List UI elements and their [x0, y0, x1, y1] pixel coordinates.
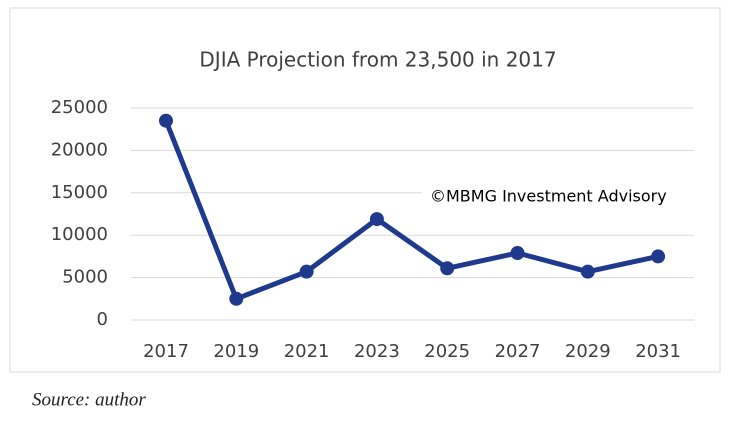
- x-tick-label: 2017: [143, 341, 189, 362]
- data-point: [510, 246, 525, 261]
- data-point: [299, 264, 314, 279]
- x-tick-label: 2031: [635, 341, 681, 362]
- data-point: [440, 261, 455, 276]
- data-point: [651, 249, 666, 264]
- y-tick-label: 10000: [51, 224, 108, 245]
- annotation: ©MBMG Investment Advisory: [430, 187, 667, 206]
- y-tick-label: 15000: [51, 182, 108, 203]
- source-note: Source: author: [32, 389, 146, 410]
- y-tick-label: 5000: [62, 267, 108, 288]
- y-tick-label: 20000: [51, 139, 108, 160]
- series-line: [163, 119, 659, 302]
- y-tick-label: 0: [97, 309, 108, 330]
- x-tick-label: 2029: [565, 341, 611, 362]
- data-point: [229, 291, 244, 306]
- data-point: [369, 212, 384, 227]
- x-tick-label: 2021: [284, 341, 330, 362]
- x-tick-label: 2019: [213, 341, 259, 362]
- annotation-background: [422, 182, 694, 212]
- chart-title: DJIA Projection from 23,500 in 2017: [199, 48, 556, 72]
- y-tick-label: 25000: [51, 97, 108, 118]
- data-point: [580, 264, 595, 279]
- x-tick-label: 2027: [495, 341, 541, 362]
- data-point: [159, 113, 173, 128]
- x-tick-label: 2025: [424, 341, 470, 362]
- x-tick-label: 2023: [354, 341, 400, 362]
